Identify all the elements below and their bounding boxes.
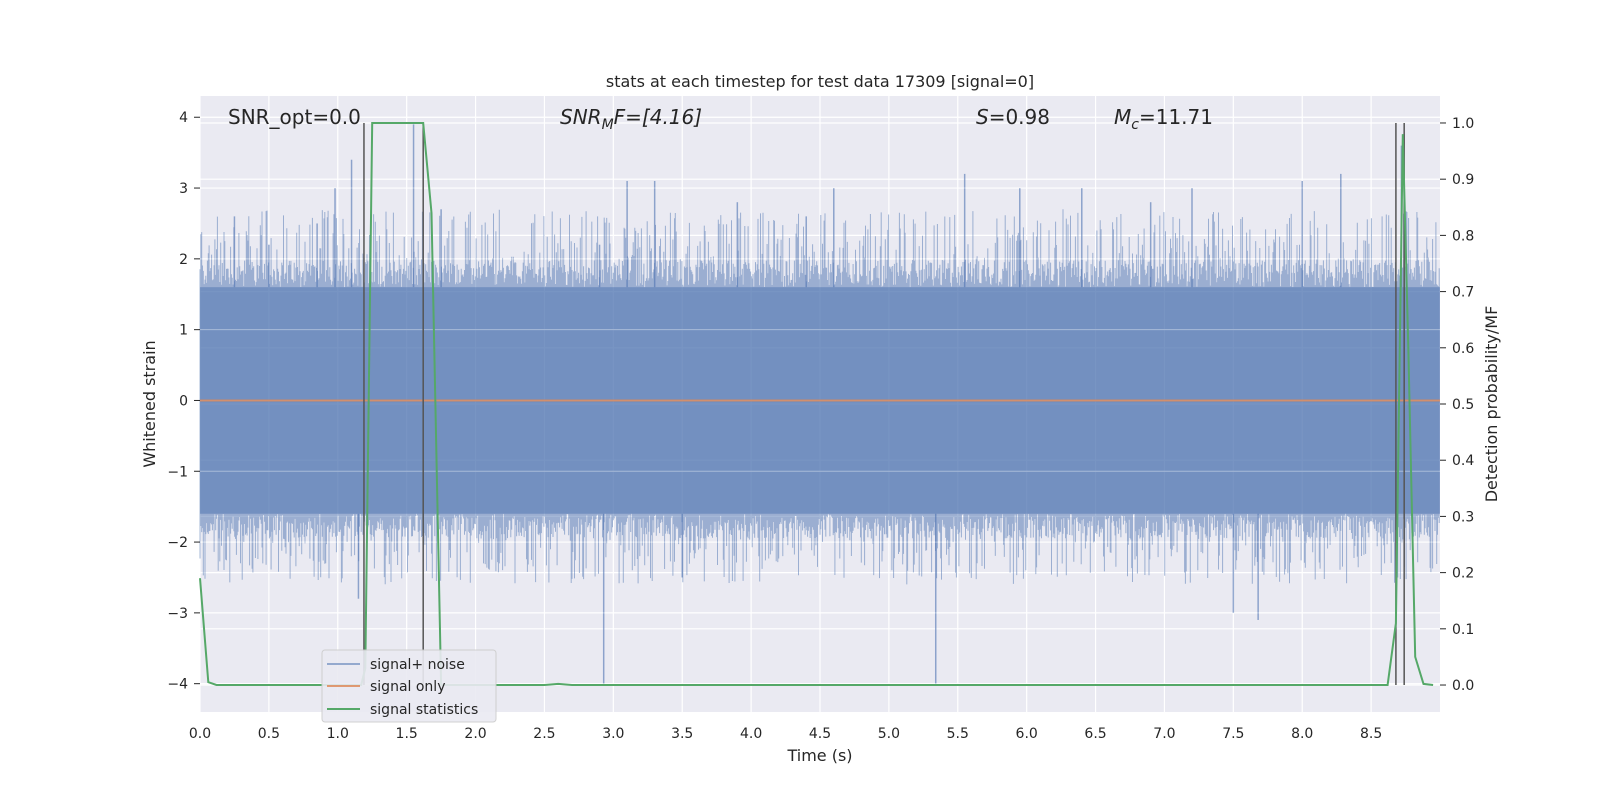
- x-tick-label: 4.5: [809, 726, 831, 742]
- x-tick-label: 2.5: [533, 726, 555, 742]
- y2-axis-label: Detection probability/MF: [1482, 306, 1501, 503]
- y-tick-label: 3: [179, 181, 188, 197]
- x-axis-label: Time (s): [786, 746, 852, 765]
- x-tick-label: 2.0: [464, 726, 486, 742]
- annotation-mc-rest: =11.71: [1139, 105, 1213, 129]
- x-tick-label: 5.5: [947, 726, 969, 742]
- y2-tick-label: 0.9: [1452, 172, 1474, 188]
- annotation-snr-opt: SNR_opt=0.0: [228, 105, 361, 129]
- annotation-snr-mf: SNRMF=[4.16]: [560, 105, 702, 133]
- annotation-mc-sub: c: [1131, 117, 1139, 133]
- y-tick-label: −1: [167, 464, 188, 480]
- y-tick-label: 0: [179, 393, 188, 409]
- y2-tick-label: 0.3: [1452, 509, 1474, 525]
- annotation-mc-var: M: [1114, 105, 1131, 129]
- legend-label-signal-statistics: signal statistics: [370, 702, 478, 718]
- annotation-snr-mf-rest: F=[4.16]: [614, 105, 702, 129]
- chart-title: stats at each timestep for test data 173…: [606, 72, 1034, 91]
- legend-label-signal-noise: signal+ noise: [370, 657, 465, 673]
- x-tick-label: 5.0: [878, 726, 900, 742]
- y-tick-label: −2: [167, 535, 188, 551]
- x-tick-label: 6.0: [1016, 726, 1038, 742]
- y2-tick-label: 0.5: [1452, 397, 1474, 413]
- y2-tick-label: 1.0: [1452, 116, 1474, 132]
- x-tick-label: 4.0: [740, 726, 762, 742]
- y2-tick-label: 0.2: [1452, 566, 1474, 582]
- y2-tick-label: 0.6: [1452, 341, 1474, 357]
- x-tick-label: 7.5: [1222, 726, 1244, 742]
- y2-tick-label: 0.0: [1452, 678, 1474, 694]
- annotation-s: S=0.98: [976, 105, 1050, 129]
- annotation-snr-mf-var: SNR: [560, 105, 602, 129]
- y2-tick-label: 0.7: [1452, 285, 1474, 301]
- x-tick-label: 1.5: [396, 726, 418, 742]
- x-tick-label: 3.5: [671, 726, 693, 742]
- legend-label-signal-only: signal only: [370, 679, 445, 695]
- x-tick-label: 8.0: [1291, 726, 1313, 742]
- tick-labels: 0.0 0.5 1.0 1.5 2.0 2.5 3.0 3.5 4.0 4.5 5.0 5.5 6.0 6…: [167, 110, 1474, 742]
- y-tick-label: 2: [179, 252, 188, 268]
- y-tick-label: 4: [179, 110, 188, 126]
- x-tick-label: 8.5: [1360, 726, 1382, 742]
- y-tick-label: −3: [167, 606, 188, 622]
- y2-tick-label: 0.1: [1452, 622, 1474, 638]
- legend: signal+ noise signal only signal statist…: [321, 649, 497, 723]
- legend-box: [321, 649, 497, 723]
- x-tick-label: 0.5: [258, 726, 280, 742]
- y-tick-label: 1: [179, 323, 188, 339]
- x-tick-label: 6.5: [1084, 726, 1106, 742]
- x-tick-label: 3.0: [602, 726, 624, 742]
- y-axis-label: Whitened strain: [140, 340, 159, 467]
- x-tick-label: 1.0: [327, 726, 349, 742]
- annotation-snr-mf-sub: M: [602, 117, 614, 133]
- x-tick-label: 7.0: [1153, 726, 1175, 742]
- y2-tick-label: 0.4: [1452, 453, 1474, 469]
- y2-tick-label: 0.8: [1452, 228, 1474, 244]
- annotation-s-var: S: [976, 105, 989, 129]
- x-tick-label: 0.0: [189, 726, 211, 742]
- y-tick-label: −4: [167, 677, 188, 693]
- annotation-mc: Mc=11.71: [1114, 105, 1213, 133]
- annotation-s-rest: =0.98: [989, 105, 1050, 129]
